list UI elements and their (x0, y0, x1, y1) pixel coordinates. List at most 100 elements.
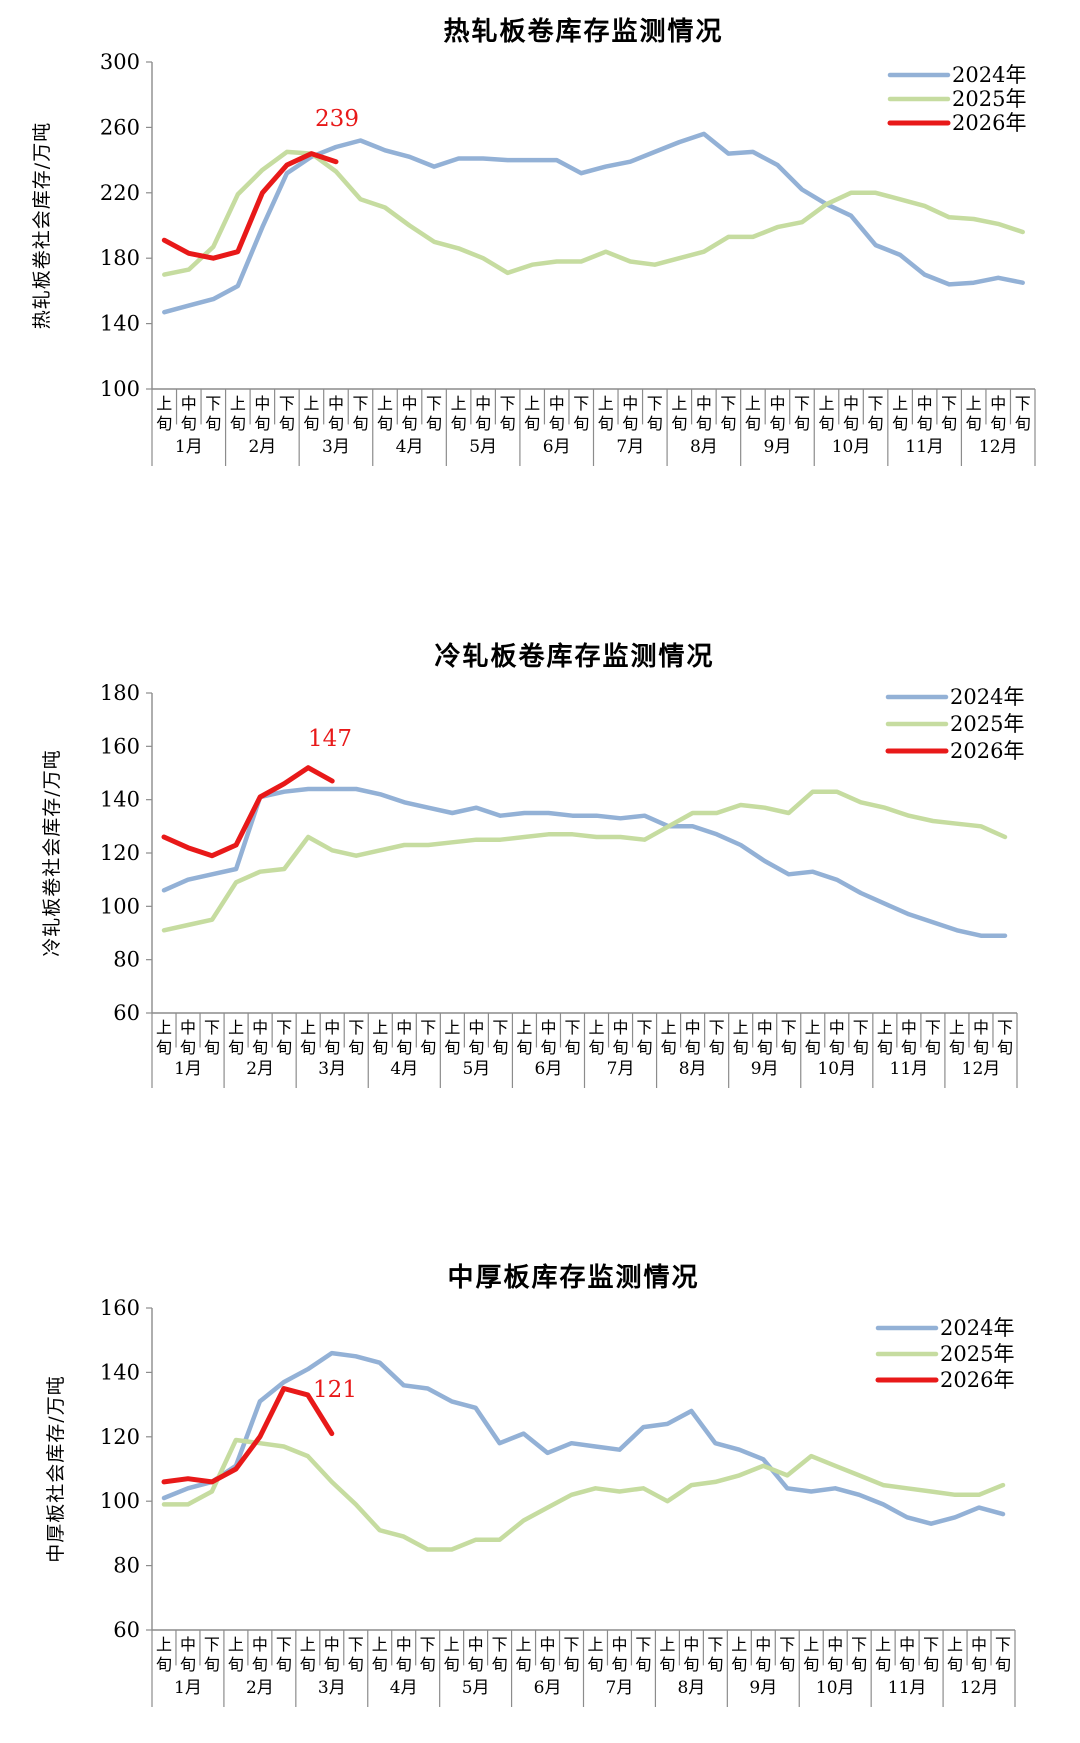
x-sub-label: 下 (720, 394, 736, 413)
x-sub-label: 中 (971, 1635, 987, 1654)
x-sub-label: 旬 (779, 1655, 795, 1674)
x-sub-label: 旬 (252, 1655, 268, 1674)
x-sub-label: 下 (420, 1018, 436, 1037)
x-sub-label: 中 (990, 394, 1006, 413)
x-sub-label: 旬 (892, 414, 908, 433)
x-sub-label: 上 (300, 1018, 316, 1037)
x-month-label: 7月 (606, 1678, 634, 1698)
x-sub-label: 中 (696, 394, 712, 413)
x-sub-label: 上 (671, 394, 687, 413)
series-line-2024 (161, 786, 1008, 938)
x-sub-label: 旬 (696, 414, 712, 433)
x-sub-label: 下 (637, 1018, 653, 1037)
x-sub-label: 旬 (540, 1655, 556, 1674)
x-sub-label: 中 (252, 1018, 268, 1037)
y-tick-label: 120 (100, 841, 140, 865)
x-sub-label: 中 (540, 1635, 556, 1654)
x-month-label: 9月 (751, 1059, 779, 1079)
x-sub-label: 旬 (372, 1655, 388, 1674)
x-sub-label: 中 (827, 1635, 843, 1654)
x-sub-label: 中 (901, 1018, 917, 1037)
x-sub-label: 旬 (622, 414, 638, 433)
x-sub-label: 旬 (180, 1038, 196, 1057)
x-sub-label: 下 (500, 394, 516, 413)
x-sub-label: 上 (230, 394, 246, 413)
x-month-label: 11月 (905, 437, 944, 457)
x-month-label: 9月 (749, 1678, 777, 1698)
x-month-label: 12月 (960, 1678, 999, 1698)
x-sub-label: 旬 (420, 1038, 436, 1057)
x-sub-label: 下 (279, 394, 295, 413)
x-sub-label: 中 (549, 394, 565, 413)
x-sub-label: 旬 (611, 1655, 627, 1674)
x-sub-label: 上 (949, 1018, 965, 1037)
x-month-label: 1月 (175, 437, 203, 457)
x-month-label: 3月 (322, 437, 350, 457)
x-sub-label: 中 (475, 394, 491, 413)
x-sub-label: 上 (966, 394, 982, 413)
x-sub-label: 上 (372, 1635, 388, 1654)
x-sub-label: 旬 (540, 1038, 556, 1057)
x-sub-label: 上 (444, 1018, 460, 1037)
x-sub-label: 旬 (803, 1655, 819, 1674)
y-tick-label: 80 (113, 1554, 140, 1578)
x-sub-label: 旬 (899, 1655, 915, 1674)
x-sub-label: 旬 (324, 1038, 340, 1057)
x-sub-label: 中 (468, 1635, 484, 1654)
x-month-label: 1月 (174, 1678, 202, 1698)
x-sub-label: 旬 (230, 414, 246, 433)
x-sub-label: 旬 (396, 1655, 412, 1674)
x-sub-label: 上 (659, 1635, 675, 1654)
x-sub-label: 旬 (426, 414, 442, 433)
x-sub-label: 中 (917, 394, 933, 413)
chart-title: 热轧板卷库存监测情况 (443, 17, 723, 47)
x-month-label: 10月 (832, 437, 871, 457)
x-month-label: 8月 (679, 1059, 707, 1079)
x-sub-label: 旬 (377, 414, 393, 433)
x-sub-label: 旬 (647, 414, 663, 433)
x-month-label: 3月 (318, 1059, 346, 1079)
x-sub-label: 下 (997, 1018, 1013, 1037)
x-sub-label: 旬 (971, 1655, 987, 1674)
x-sub-label: 旬 (204, 1655, 220, 1674)
x-sub-label: 旬 (973, 1038, 989, 1057)
x-sub-label: 下 (779, 1635, 795, 1654)
x-sub-label: 下 (709, 1018, 725, 1037)
x-sub-label: 旬 (279, 414, 295, 433)
y-tick-label: 180 (100, 681, 140, 705)
x-month-label: 2月 (246, 1059, 274, 1079)
x-month-label: 11月 (890, 1059, 929, 1079)
series-line-2024 (162, 131, 1025, 315)
x-sub-label: 中 (685, 1018, 701, 1037)
x-sub-label: 中 (622, 394, 638, 413)
x-sub-label: 旬 (769, 414, 785, 433)
legend-label: 2026年 (952, 111, 1026, 135)
x-sub-label: 下 (564, 1635, 580, 1654)
x-month-label: 9月 (764, 437, 792, 457)
x-sub-label: 上 (451, 394, 467, 413)
x-sub-label: 中 (328, 394, 344, 413)
x-sub-label: 旬 (1015, 414, 1031, 433)
x-sub-label: 上 (444, 1635, 460, 1654)
series-line-2025 (161, 1437, 1006, 1552)
x-sub-label: 下 (276, 1635, 292, 1654)
x-sub-label: 上 (877, 1018, 893, 1037)
legend-label: 2025年 (950, 712, 1024, 736)
x-month-label: 11月 (888, 1678, 927, 1698)
x-sub-label: 中 (829, 1018, 845, 1037)
x-sub-label: 下 (573, 394, 589, 413)
x-sub-label: 中 (755, 1635, 771, 1654)
x-month-label: 6月 (543, 437, 571, 457)
series-line-2026 (161, 765, 335, 859)
x-sub-label: 下 (995, 1635, 1011, 1654)
x-sub-label: 中 (769, 394, 785, 413)
x-sub-label: 下 (794, 394, 810, 413)
x-sub-label: 上 (156, 1018, 172, 1037)
y-tick-label: 160 (100, 734, 140, 758)
x-sub-label: 旬 (492, 1655, 508, 1674)
x-sub-label: 旬 (252, 1038, 268, 1057)
x-sub-label: 旬 (995, 1655, 1011, 1674)
x-sub-label: 中 (973, 1018, 989, 1037)
